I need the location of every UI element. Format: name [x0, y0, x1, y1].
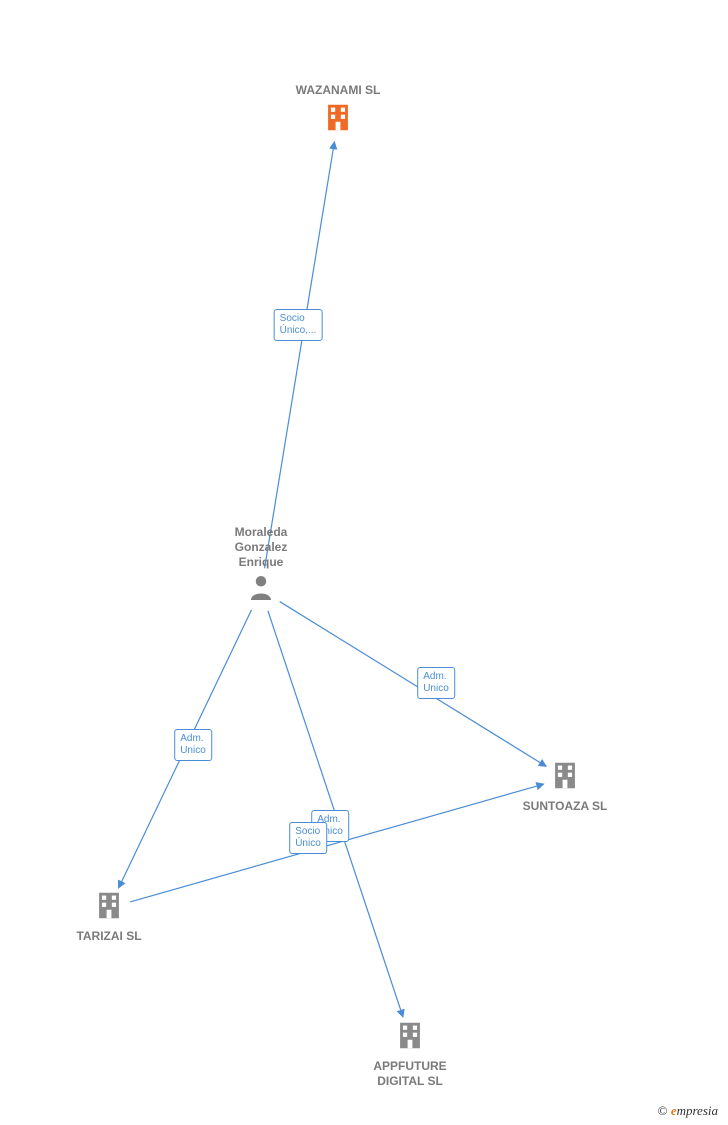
building-icon: [548, 759, 582, 798]
building-icon: [321, 101, 355, 140]
diagram-canvas: [0, 0, 728, 1125]
person-icon: [246, 573, 276, 608]
edge-label: Socio Único: [289, 822, 327, 854]
edge-label: Socio Único,...: [274, 309, 323, 341]
brand-rest: mpresia: [677, 1103, 718, 1118]
watermark: © empresia: [658, 1103, 718, 1119]
edge: [280, 602, 547, 767]
node-label: Moraleda Gonzalez Enrique: [235, 525, 288, 570]
copyright-symbol: ©: [658, 1103, 668, 1118]
edge-label: Adm. Unico: [417, 667, 455, 699]
edge: [265, 142, 335, 569]
edge: [130, 784, 544, 902]
node-label: SUNTOAZA SL: [523, 799, 608, 814]
edge-label: Adm. Unico: [174, 729, 212, 761]
node-label: WAZANAMI SL: [296, 83, 381, 98]
building-icon: [92, 889, 126, 928]
node-label: APPFUTURE DIGITAL SL: [373, 1059, 446, 1089]
building-icon: [393, 1019, 427, 1058]
node-label: TARIZAI SL: [76, 929, 141, 944]
